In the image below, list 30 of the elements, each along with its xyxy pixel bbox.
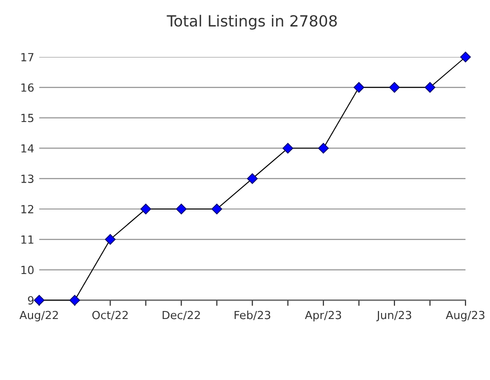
y-tick-label: 12 [21,204,34,214]
point [104,234,116,245]
point [460,52,471,62]
y-tick-label: 13 [21,174,34,183]
point [282,142,294,154]
x-tick-label: Apr/23 [304,310,342,322]
y-tick-label: 9 [28,296,34,305]
point [69,294,80,306]
x-tick-label: Jun/23 [376,310,412,322]
x-tick-label: Dec/22 [162,310,200,320]
point [34,294,45,306]
y-tick-label: 10 [21,266,34,274]
x-tick-label: Aug/23 [446,310,484,322]
y-tick-label: 15 [21,114,34,122]
point [424,82,436,93]
x-tick-label: Feb/23 [234,310,270,320]
point [389,82,400,93]
y-tick-label: 17 [21,53,34,62]
x-tick-label: Oct/22 [92,310,128,320]
y-tick-label: 11 [21,236,34,244]
point [140,204,152,214]
y-tick-label: 16 [21,83,34,92]
point [176,204,187,214]
point [354,82,364,93]
x-tick-label: Aug/22 [20,310,58,322]
y-tick-label: 14 [21,144,34,152]
chart-title: Total Listings in 27808 [166,14,337,30]
point [318,142,329,154]
point [211,204,222,214]
point [247,173,258,184]
